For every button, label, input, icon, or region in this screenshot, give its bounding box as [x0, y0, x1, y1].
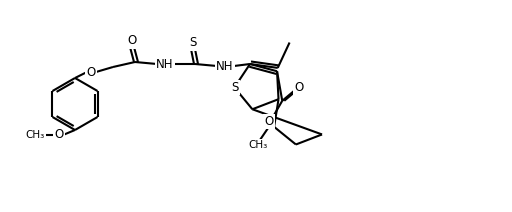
Text: S: S [189, 36, 197, 49]
Text: CH₃: CH₃ [26, 130, 45, 140]
Text: O: O [265, 115, 274, 128]
Text: O: O [127, 35, 137, 47]
Text: O: O [54, 128, 63, 141]
Text: S: S [231, 81, 239, 94]
Text: NH: NH [156, 57, 174, 71]
Text: CH₃: CH₃ [248, 140, 267, 150]
Text: NH: NH [216, 60, 234, 73]
Text: O: O [87, 66, 96, 78]
Text: O: O [294, 81, 304, 93]
